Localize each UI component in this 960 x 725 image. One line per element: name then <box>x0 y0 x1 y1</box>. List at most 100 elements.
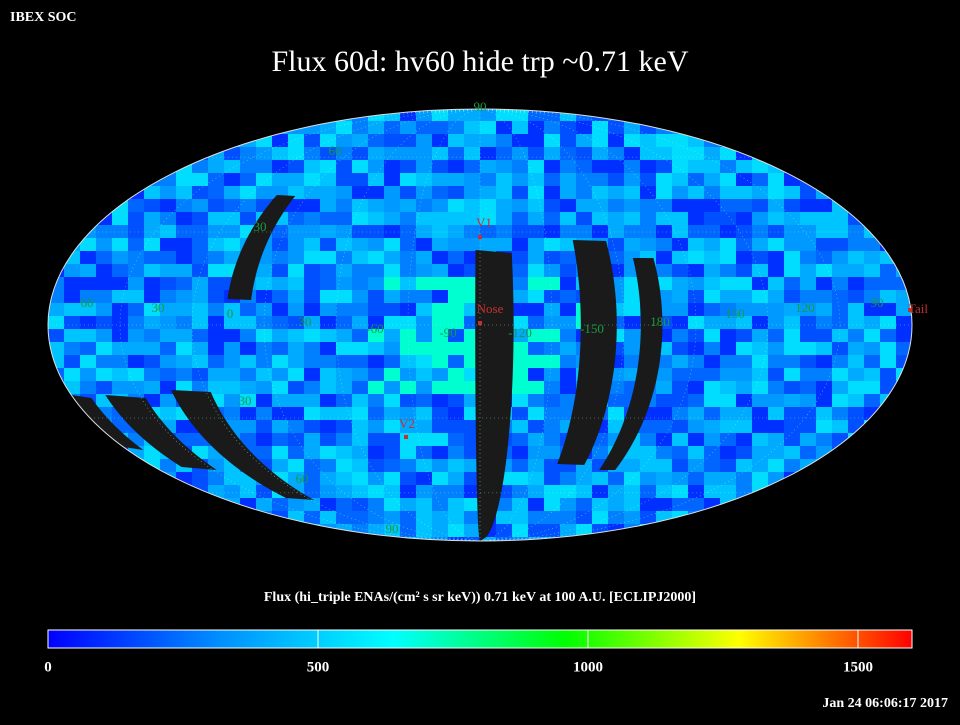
map-cell <box>416 160 433 174</box>
map-cell <box>416 329 433 343</box>
map-cell <box>336 121 353 135</box>
map-cell <box>272 446 289 460</box>
map-cell <box>816 199 833 213</box>
map-cell <box>464 186 481 200</box>
map-cell <box>784 342 801 356</box>
map-cell <box>352 355 369 369</box>
map-cell <box>368 121 385 135</box>
map-cell <box>720 407 737 421</box>
map-cell <box>240 316 257 330</box>
map-cell <box>560 355 577 369</box>
map-cell <box>192 225 209 239</box>
map-cell <box>800 251 817 265</box>
map-cell <box>368 394 385 408</box>
map-cell <box>704 251 721 265</box>
map-cell <box>688 472 705 486</box>
map-cell <box>528 290 545 304</box>
map-cell <box>432 199 449 213</box>
map-cell <box>352 212 369 226</box>
map-cell <box>304 212 321 226</box>
map-cell <box>672 433 689 447</box>
map-cell <box>96 264 113 278</box>
map-cell <box>112 251 129 265</box>
map-cell <box>48 329 65 343</box>
map-cell <box>304 511 321 525</box>
map-cell <box>592 121 609 135</box>
grid-label: 180 <box>650 314 670 329</box>
map-cell <box>704 264 721 278</box>
map-cell <box>688 173 705 187</box>
map-cell <box>272 459 289 473</box>
map-cell <box>272 303 289 317</box>
map-cell <box>656 459 673 473</box>
map-cell <box>528 251 545 265</box>
map-cell <box>464 524 481 538</box>
map-cell <box>752 173 769 187</box>
map-cell <box>480 109 497 122</box>
map-cell <box>688 186 705 200</box>
map-cell <box>384 524 401 538</box>
map-cell <box>304 485 321 499</box>
map-cell <box>208 212 225 226</box>
map-cell <box>512 459 529 473</box>
map-cell <box>288 420 305 434</box>
map-cell <box>240 212 257 226</box>
map-cell <box>688 381 705 395</box>
map-cell <box>432 446 449 460</box>
map-cell <box>336 173 353 187</box>
map-cell <box>304 446 321 460</box>
map-cell <box>560 173 577 187</box>
map-cell <box>288 134 305 148</box>
map-cell <box>240 173 257 187</box>
map-cell <box>240 186 257 200</box>
map-cell <box>480 238 497 252</box>
map-cell <box>416 186 433 200</box>
map-cell <box>272 433 289 447</box>
map-cell <box>128 342 145 356</box>
map-cell <box>848 290 865 304</box>
map-cell <box>368 420 385 434</box>
map-cell <box>704 225 721 239</box>
map-cell <box>464 472 481 486</box>
map-cell <box>224 407 241 421</box>
map-cell <box>544 459 561 473</box>
map-cell <box>432 394 449 408</box>
map-cell <box>160 316 177 330</box>
map-cell <box>752 186 769 200</box>
map-cell <box>768 420 785 434</box>
map-cell <box>272 420 289 434</box>
map-cell <box>656 420 673 434</box>
map-cell <box>720 420 737 434</box>
map-cell <box>640 212 657 226</box>
map-cell <box>336 342 353 356</box>
colorbar <box>47 629 913 649</box>
map-cell <box>304 472 321 486</box>
map-cell <box>768 368 785 382</box>
map-cell <box>736 472 753 486</box>
map-cell <box>304 342 321 356</box>
map-cell <box>320 264 337 278</box>
map-cell <box>640 160 657 174</box>
map-cell <box>608 147 625 161</box>
map-cell <box>368 459 385 473</box>
map-cell <box>160 368 177 382</box>
map-cell <box>384 316 401 330</box>
map-cell <box>768 446 785 460</box>
map-cell <box>768 264 785 278</box>
map-cell <box>768 199 785 213</box>
map-cell <box>368 433 385 447</box>
map-cell <box>256 368 273 382</box>
map-cell <box>416 316 433 330</box>
map-cell <box>544 225 561 239</box>
map-cell <box>224 186 241 200</box>
map-cell <box>832 342 849 356</box>
map-cell <box>672 342 689 356</box>
map-cell <box>752 212 769 226</box>
map-cell <box>720 225 737 239</box>
map-cell <box>272 225 289 239</box>
map-cell <box>224 173 241 187</box>
map-cell <box>528 472 545 486</box>
map-cell <box>304 498 321 512</box>
map-cell <box>128 303 145 317</box>
map-cell <box>336 251 353 265</box>
